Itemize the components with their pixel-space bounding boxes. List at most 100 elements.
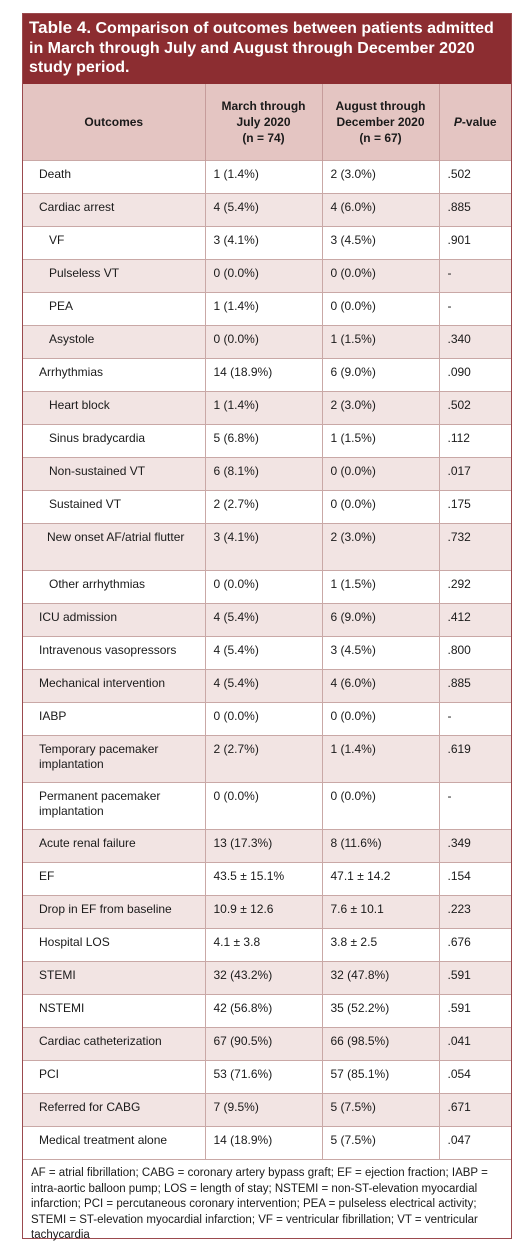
cell-march: 32 (43.2%) — [205, 961, 323, 995]
cell-outcome: Sinus bradycardia — [23, 424, 206, 458]
table-row: ICU admission 4 (5.4%) 6 (9.0%) .412 — [23, 603, 511, 637]
table-row: New onset AF/atrial flutter 3 (4.1%) 2 (3.… — [23, 523, 511, 571]
cell-pvalue: .349 — [439, 829, 511, 863]
cell-august: 0 (0.0%) — [322, 702, 440, 736]
header-august-line1: August through — [335, 99, 426, 113]
header-march-line3: (n = 74) — [242, 131, 285, 145]
cell-pvalue: .800 — [439, 636, 511, 670]
cell-pvalue: .017 — [439, 457, 511, 491]
cell-march: 2 (2.7%) — [205, 735, 323, 783]
cell-outcome: ICU admission — [23, 603, 206, 637]
cell-august: 2 (3.0%) — [322, 160, 440, 194]
cell-pvalue: .502 — [439, 391, 511, 425]
cell-march: 3 (4.1%) — [205, 226, 323, 260]
cell-august: 3.8 ± 2.5 — [322, 928, 440, 962]
cell-august: 6 (9.0%) — [322, 358, 440, 392]
cell-pvalue: .047 — [439, 1126, 511, 1159]
header-pvalue-rest: -value — [461, 115, 497, 129]
cell-march: 0 (0.0%) — [205, 570, 323, 604]
cell-pvalue: - — [439, 702, 511, 736]
cell-august: 3 (4.5%) — [322, 226, 440, 260]
header-row: Outcomes March through July 2020 (n = 74… — [23, 84, 511, 161]
table-row: Arrhythmias 14 (18.9%) 6 (9.0%) .090 — [23, 358, 511, 392]
cell-pvalue: .292 — [439, 570, 511, 604]
cell-outcome: PEA — [23, 292, 206, 326]
cell-pvalue: .502 — [439, 160, 511, 194]
cell-march: 14 (18.9%) — [205, 1126, 323, 1159]
cell-pvalue: .041 — [439, 1027, 511, 1061]
header-pvalue: P-value — [439, 84, 511, 161]
cell-march: 53 (71.6%) — [205, 1060, 323, 1094]
cell-outcome: Pulseless VT — [23, 259, 206, 293]
cell-march: 0 (0.0%) — [205, 702, 323, 736]
table-row: Permanent pacemaker implantation 0 (0.0%)… — [23, 782, 511, 830]
cell-march: 1 (1.4%) — [205, 391, 323, 425]
cell-outcome: Arrhythmias — [23, 358, 206, 392]
cell-pvalue: .591 — [439, 994, 511, 1028]
table-row: Pulseless VT 0 (0.0%) 0 (0.0%) - — [23, 259, 511, 293]
header-outcomes: Outcomes — [23, 84, 206, 161]
cell-pvalue: - — [439, 292, 511, 326]
cell-march: 0 (0.0%) — [205, 259, 323, 293]
cell-pvalue: .885 — [439, 669, 511, 703]
cell-outcome: Heart block — [23, 391, 206, 425]
table-row: Referred for CABG 7 (9.5%) 5 (7.5%) .671 — [23, 1093, 511, 1127]
cell-march: 4 (5.4%) — [205, 603, 323, 637]
cell-august: 6 (9.0%) — [322, 603, 440, 637]
table-caption-text: Comparison of outcomes between patients … — [29, 20, 494, 76]
cell-march: 2 (2.7%) — [205, 490, 323, 524]
cell-pvalue: .671 — [439, 1093, 511, 1127]
cell-august: 1 (1.5%) — [322, 570, 440, 604]
cell-outcome: Other arrhythmias — [23, 570, 206, 604]
cell-outcome: Cardiac catheterization — [23, 1027, 206, 1061]
cell-august: 2 (3.0%) — [322, 523, 440, 571]
cell-outcome: Temporary pacemaker implantation — [23, 735, 206, 783]
cell-august: 7.6 ± 10.1 — [322, 895, 440, 929]
cell-march: 42 (56.8%) — [205, 994, 323, 1028]
cell-march: 5 (6.8%) — [205, 424, 323, 458]
cell-august: 1 (1.5%) — [322, 325, 440, 359]
cell-outcome: Medical treatment alone — [23, 1126, 206, 1159]
table-row: Sinus bradycardia 5 (6.8%) 1 (1.5%) .112 — [23, 424, 511, 458]
cell-march: 1 (1.4%) — [205, 292, 323, 326]
cell-august: 0 (0.0%) — [322, 457, 440, 491]
table-row: Acute renal failure 13 (17.3%) 8 (11.6%) .3… — [23, 829, 511, 863]
cell-august: 66 (98.5%) — [322, 1027, 440, 1061]
cell-outcome: Non-sustained VT — [23, 457, 206, 491]
table-row: Sustained VT 2 (2.7%) 0 (0.0%) .175 — [23, 490, 511, 524]
table-row: Mechanical intervention 4 (5.4%) 4 (6.0%).… — [23, 669, 511, 703]
table-row: Medical treatment alone 14 (18.9%) 5 (7.5%… — [23, 1126, 511, 1159]
cell-pvalue: .412 — [439, 603, 511, 637]
cell-pvalue: .154 — [439, 862, 511, 896]
cell-august: 4 (6.0%) — [322, 193, 440, 227]
cell-august: 8 (11.6%) — [322, 829, 440, 863]
cell-march: 10.9 ± 12.6 — [205, 895, 323, 929]
cell-august: 5 (7.5%) — [322, 1093, 440, 1127]
header-march-line1: March through — [221, 99, 306, 113]
table-row: Heart block 1 (1.4%) 2 (3.0%) .502 — [23, 391, 511, 425]
cell-march: 13 (17.3%) — [205, 829, 323, 863]
cell-pvalue: .223 — [439, 895, 511, 929]
cell-outcome: Hospital LOS — [23, 928, 206, 962]
table-row: Temporary pacemaker implantation 2 (2.7%)… — [23, 735, 511, 783]
header-august: August through December 2020 (n = 67) — [322, 84, 440, 161]
header-pvalue-italic: P — [453, 115, 462, 129]
cell-outcome: EF — [23, 862, 206, 896]
cell-pvalue: .054 — [439, 1060, 511, 1094]
header-august-line3: (n = 67) — [359, 131, 402, 145]
header-march: March through July 2020 (n = 74) — [205, 84, 323, 161]
outcomes-table: Outcomes March through July 2020 (n = 74… — [23, 84, 511, 1159]
cell-pvalue: .732 — [439, 523, 511, 571]
table-row: VF 3 (4.1%) 3 (4.5%) .901 — [23, 226, 511, 260]
table-caption: Table 4. Comparison of outcomes between … — [23, 14, 511, 84]
cell-august: 3 (4.5%) — [322, 636, 440, 670]
cell-august: 57 (85.1%) — [322, 1060, 440, 1094]
cell-outcome: STEMI — [23, 961, 206, 995]
table-row: Drop in EF from baseline 10.9 ± 12.6 7.6 ±… — [23, 895, 511, 929]
cell-march: 1 (1.4%) — [205, 160, 323, 194]
table-row: Other arrhythmias 0 (0.0%) 1 (1.5%) .292 — [23, 570, 511, 604]
cell-outcome: Death — [23, 160, 206, 194]
cell-pvalue: .340 — [439, 325, 511, 359]
cell-august: 0 (0.0%) — [322, 292, 440, 326]
table-row: Non-sustained VT 6 (8.1%) 0 (0.0%) .017 — [23, 457, 511, 491]
